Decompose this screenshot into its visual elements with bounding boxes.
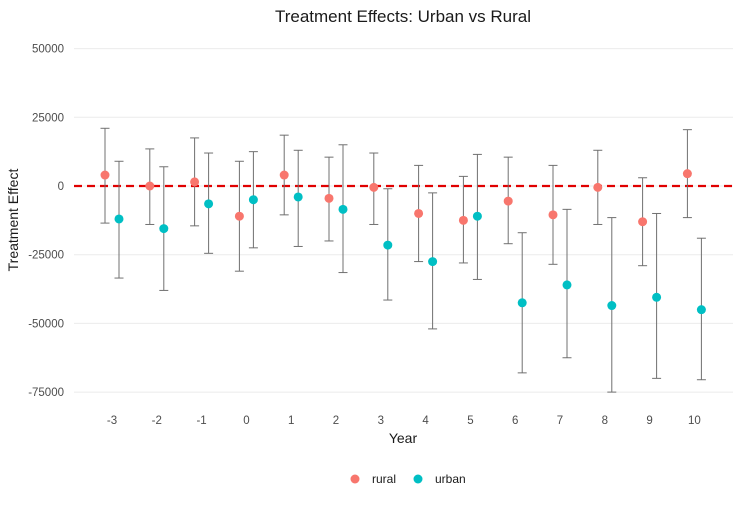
point-rural [190,177,200,187]
y-tick-labels: 50000 25000 0 -25000 -50000 -75000 [28,44,64,400]
point-rural [145,181,155,191]
point-urban [383,240,393,250]
point-rural [548,210,558,220]
x-tick-label: 4 [422,415,429,427]
x-axis-title: Year [389,430,418,446]
legend-label-rural: rural [372,472,396,486]
point-rural [369,182,379,192]
point-urban [607,301,617,311]
x-tick-label: 9 [646,415,652,427]
point-urban [696,305,706,315]
legend-key-urban [413,474,423,484]
x-tick-label: -3 [107,415,117,427]
x-tick-label: -2 [152,415,162,427]
point-rural [593,182,603,192]
point-rural [324,193,334,203]
data-points [100,169,706,315]
y-tick-label: 25000 [32,112,64,124]
x-tick-label: 8 [602,415,608,427]
x-tick-label: 10 [688,415,701,427]
error-bars [100,127,706,393]
y-axis-title: Treatment Effect [5,169,21,272]
point-rural [638,217,648,227]
point-urban [562,280,572,290]
point-urban [114,214,124,224]
y-tick-label: -50000 [28,318,64,330]
point-rural [458,215,468,225]
chart-title: Treatment Effects: Urban vs Rural [275,7,531,26]
y-tick-label: 0 [58,181,64,193]
point-urban [159,224,169,234]
point-urban [338,204,348,214]
point-rural [279,170,289,180]
point-urban [248,195,258,205]
y-tick-label: -75000 [28,387,64,399]
legend-key-rural [350,474,360,484]
legend-label-urban: urban [435,472,466,486]
point-rural [234,211,244,221]
x-tick-label: 2 [333,415,339,427]
x-tick-label: 3 [378,415,384,427]
x-tick-label: 0 [243,415,249,427]
point-rural [414,208,424,218]
x-tick-label: 1 [288,415,294,427]
point-rural [503,196,513,206]
point-urban [293,192,303,202]
grid [74,48,733,393]
y-tick-label: 50000 [32,44,64,56]
legend: rural urban [350,472,466,486]
point-urban [428,257,438,267]
x-tick-label: 7 [557,415,563,427]
x-tick-label: -1 [196,415,206,427]
x-tick-labels: -3 -2 -1 0 1 2 3 4 5 6 7 8 9 10 [107,415,701,427]
point-rural [100,170,110,180]
y-tick-label: -25000 [28,250,64,262]
point-urban [204,199,214,209]
x-tick-label: 6 [512,415,518,427]
point-urban [652,292,662,302]
x-tick-label: 5 [467,415,473,427]
point-urban [472,211,482,221]
point-rural [682,169,692,179]
point-urban [517,298,527,308]
